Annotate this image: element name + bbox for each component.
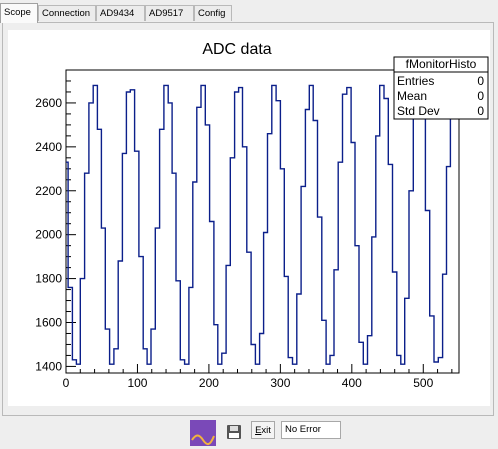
exit-button[interactable]: Exit [251, 421, 275, 439]
adc-chart: ADC data 0 100 200 300 400 500 1400 1600 1800 200… [35, 41, 489, 390]
y-tick-label: 1600 [35, 316, 62, 330]
x-tick-label: 500 [413, 376, 433, 390]
tab-ad9517[interactable]: AD9517 [145, 5, 194, 21]
y-tick-label: 1800 [35, 272, 62, 286]
floppy-disk-icon[interactable] [226, 424, 242, 440]
x-tick-label: 200 [199, 376, 219, 390]
stats-box[interactable]: fMonitorHisto Entries 0 Mean 0 Std Dev 0 [393, 56, 489, 120]
y-tick-label: 2000 [35, 228, 62, 242]
stats-title: fMonitorHisto [406, 57, 477, 71]
tab-ad9434[interactable]: AD9434 [96, 5, 145, 21]
x-tick-label: 0 [63, 376, 70, 390]
plot-canvas[interactable]: ADC data 0 100 200 300 400 500 1400 1600 1800 200… [8, 30, 490, 406]
tab-config[interactable]: Config [194, 5, 232, 21]
exit-label: xit [261, 425, 271, 436]
chart-title: ADC data [202, 41, 271, 58]
stats-value-mean: 0 [477, 89, 484, 103]
y-tick-label: 1400 [35, 359, 62, 373]
tab-bar: Scope Connection AD9434 AD9517 Config [0, 0, 498, 23]
tab-scope[interactable]: Scope [0, 3, 38, 23]
stats-label-mean: Mean [397, 89, 427, 103]
plot-frame [65, 69, 460, 374]
root-canvas-icon[interactable] [190, 420, 216, 446]
y-tick-label: 2400 [35, 140, 62, 154]
series-line [66, 84, 457, 365]
x-tick-label: 400 [342, 376, 362, 390]
stats-label-entries: Entries [397, 74, 434, 88]
x-tick-label: 100 [127, 376, 147, 390]
y-tick-label: 2200 [35, 184, 62, 198]
stats-value-stddev: 0 [477, 104, 484, 118]
tab-connection[interactable]: Connection [38, 5, 96, 21]
stats-value-entries: 0 [477, 74, 484, 88]
status-field: No Error [281, 421, 341, 439]
stats-label-stddev: Std Dev [397, 104, 440, 118]
x-tick-label: 300 [270, 376, 290, 390]
exit-mnemonic: E [255, 425, 262, 436]
y-tick-label: 2600 [35, 96, 62, 110]
